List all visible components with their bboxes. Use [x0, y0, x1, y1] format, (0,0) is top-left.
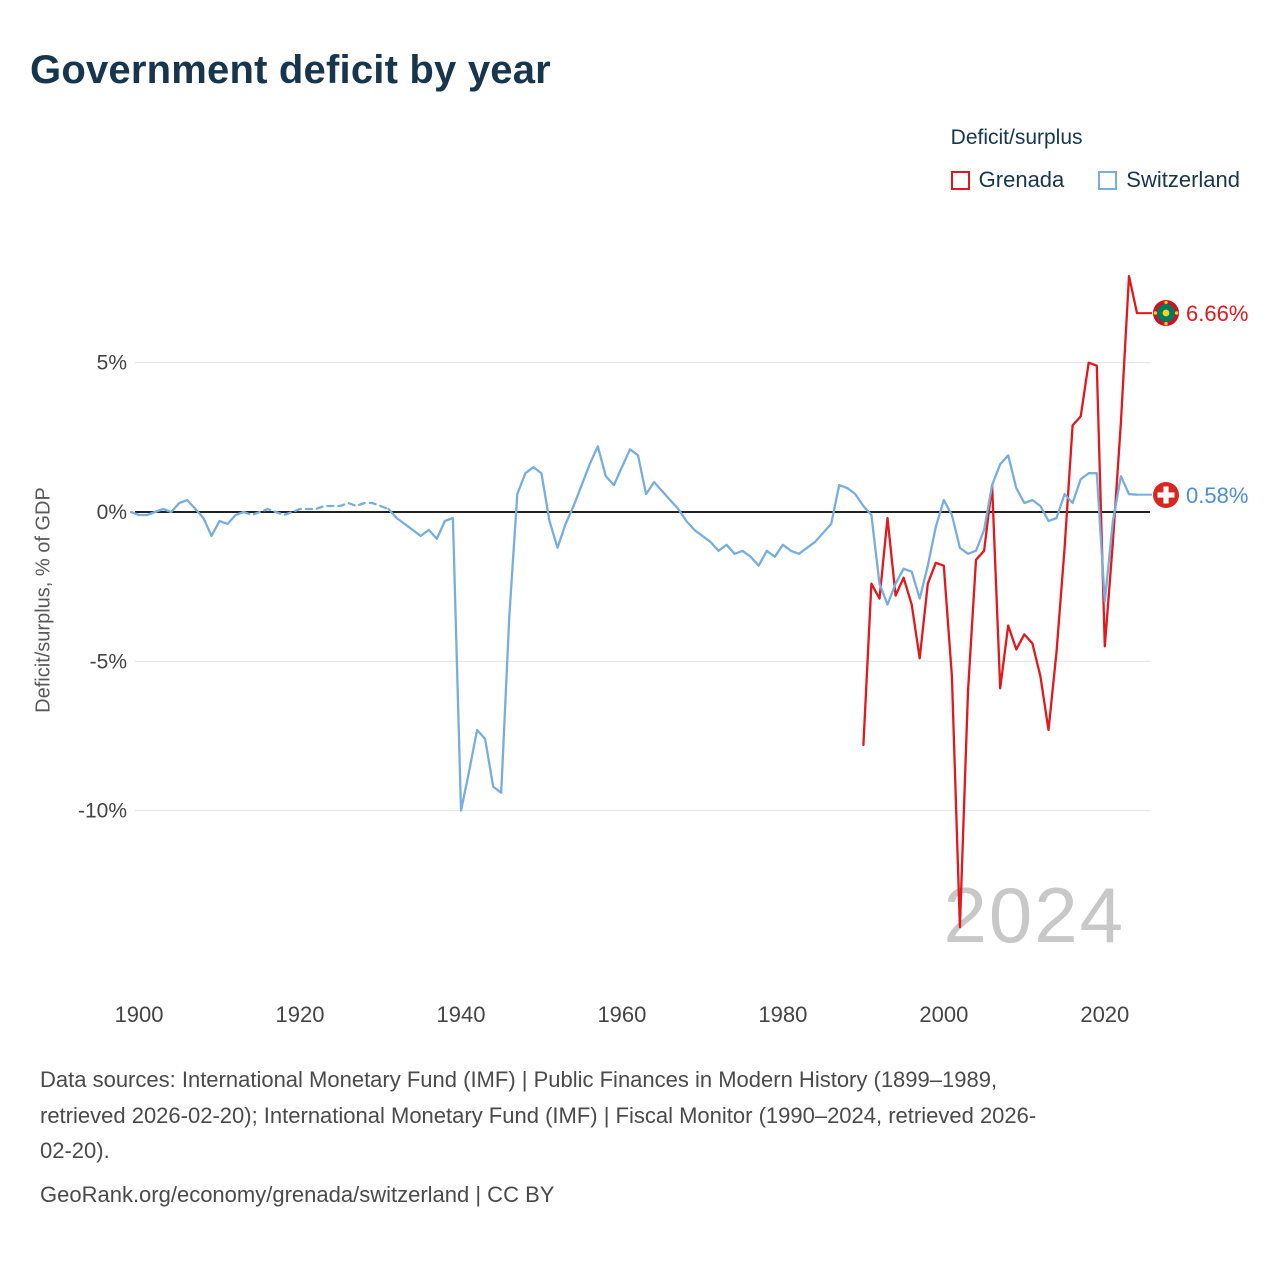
- legend-item-grenada[interactable]: Grenada: [950, 167, 1065, 193]
- data-sources-line: retrieved 2026-02-20); International Mon…: [40, 1102, 1037, 1128]
- footer: Data sources: International Monetary Fun…: [40, 1062, 1250, 1213]
- svg-text:1980: 1980: [758, 1002, 807, 1027]
- switzerland-swatch-icon: [1098, 170, 1118, 190]
- svg-text:-10%: -10%: [78, 800, 127, 823]
- switzerland-flag-icon: [1153, 482, 1179, 508]
- legend-label-switzerland: Switzerland: [1126, 167, 1240, 192]
- chart-lines: [129, 274, 1152, 929]
- svg-text:5%: 5%: [97, 352, 127, 375]
- svg-text:2000: 2000: [919, 1002, 968, 1027]
- grenada-swatch-icon: [950, 170, 970, 190]
- gridlines: [135, 362, 1150, 812]
- x-axis-tick-labels: 1900 1920 1940 1960 1980 2000 2020: [115, 1002, 1130, 1027]
- svg-text:2020: 2020: [1080, 1002, 1129, 1027]
- grenada-end-value: 6.66%: [1186, 301, 1248, 326]
- legend-items: Grenada Switzerland: [950, 167, 1240, 193]
- legend-item-switzerland[interactable]: Switzerland: [1098, 167, 1240, 193]
- data-sources-text: Data sources: International Monetary Fun…: [40, 1062, 1250, 1169]
- svg-text:1960: 1960: [597, 1002, 646, 1027]
- data-sources-line: Data sources: International Monetary Fun…: [40, 1067, 998, 1092]
- data-sources-line: 02-20).: [40, 1138, 110, 1164]
- svg-text:1900: 1900: [115, 1002, 164, 1027]
- page-title: Government deficit by year: [30, 48, 551, 92]
- legend-label-grenada: Grenada: [978, 167, 1065, 192]
- grenada-flag-icon: [1153, 300, 1179, 326]
- legend: Deficit/surplus Grenada Switzerland: [950, 126, 1240, 193]
- attribution-text: GeoRank.org/economy/grenada/switzerland …: [40, 1181, 555, 1207]
- switzerland-end-value: 0.58%: [1186, 483, 1248, 508]
- y-axis-tick-labels: 5% 0% -5% -10%: [78, 352, 127, 823]
- y-axis-title: Deficit/surplus, % of GDP: [32, 487, 55, 713]
- legend-title: Deficit/surplus: [950, 126, 1083, 149]
- svg-text:0%: 0%: [97, 501, 127, 524]
- watermark-year: 2024: [943, 871, 1125, 959]
- svg-text:-5%: -5%: [90, 650, 127, 673]
- svg-text:1940: 1940: [436, 1002, 485, 1027]
- svg-text:1920: 1920: [276, 1002, 325, 1027]
